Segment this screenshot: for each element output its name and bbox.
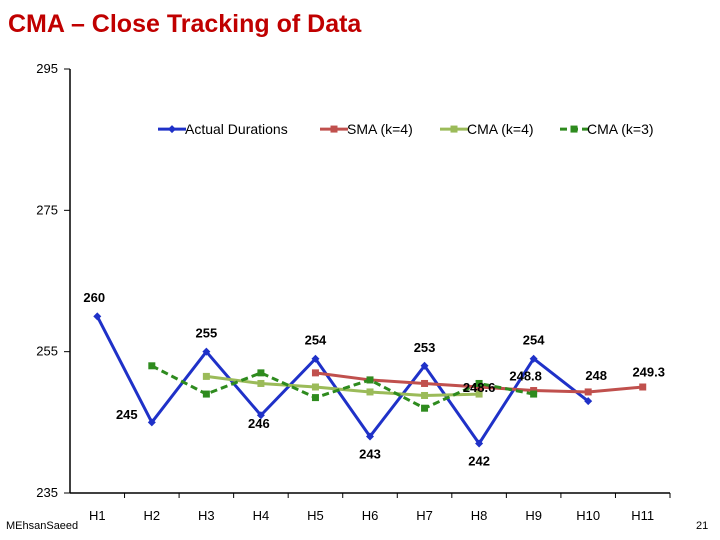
data-label: 245 — [116, 407, 138, 422]
series-point — [366, 376, 374, 384]
y-tick-label: 235 — [36, 485, 58, 500]
series-point — [421, 391, 429, 399]
x-tick-label: H6 — [362, 508, 379, 523]
series-point — [420, 361, 429, 370]
legend-entry: CMA (k=3) — [560, 121, 654, 137]
chart-axes: 235 255 275 295 H1 H2 H3 H4 H5 H6 H7 H8 H9 H10 H11 — [36, 61, 671, 523]
x-tick-label: H8 — [471, 508, 488, 523]
series-point — [93, 312, 102, 321]
page-number: 21 — [696, 520, 709, 532]
series-point — [311, 383, 319, 391]
data-label: 255 — [196, 326, 218, 341]
data-label: 249.3 — [632, 364, 665, 379]
legend-label: SMA (k=4) — [347, 121, 413, 137]
x-tick-label: H1 — [89, 508, 106, 523]
data-label: 248 — [585, 368, 607, 383]
series-point — [202, 347, 211, 356]
series-point — [639, 383, 647, 391]
series-point — [421, 404, 429, 412]
legend-marker — [450, 125, 458, 133]
series-0 — [93, 312, 593, 448]
y-tick-label: 275 — [36, 202, 58, 217]
data-label: 243 — [359, 446, 381, 461]
data-label: 248.8 — [509, 369, 542, 384]
chart-series — [93, 312, 647, 448]
series-point — [257, 379, 265, 387]
legend-entry: CMA (k=4) — [440, 121, 534, 137]
author-credit: MEhsanSaeed — [6, 520, 79, 532]
series-point — [584, 397, 593, 406]
legend-marker — [168, 125, 176, 134]
y-tick-label: 255 — [36, 344, 58, 359]
x-tick-label: H5 — [307, 508, 324, 523]
series-point — [366, 388, 374, 396]
data-label: 248.6 — [463, 380, 496, 395]
legend-entry: SMA (k=4) — [320, 121, 413, 137]
legend-label: CMA (k=3) — [587, 121, 654, 137]
y-tick-label: 295 — [36, 61, 58, 76]
series-point — [311, 369, 319, 377]
series-line — [151, 364, 534, 410]
data-label: 254 — [305, 333, 327, 348]
legend-marker — [570, 125, 578, 133]
series-point — [148, 362, 156, 370]
x-tick-label: H4 — [253, 508, 270, 523]
slide-title: CMA – Close Tracking of Data — [8, 10, 362, 38]
series-point — [475, 439, 484, 448]
x-tick-label: H7 — [416, 508, 433, 523]
series-point — [147, 418, 156, 427]
series-point — [202, 390, 210, 398]
series-point — [311, 354, 320, 363]
data-label: 246 — [248, 416, 270, 431]
series-point — [475, 390, 483, 398]
series-line — [206, 374, 480, 397]
x-tick-label: H10 — [576, 508, 600, 523]
series-point — [475, 383, 483, 391]
series-point — [475, 379, 483, 387]
series-3 — [148, 362, 538, 412]
legend-marker — [330, 125, 338, 133]
data-label: 260 — [83, 290, 105, 305]
series-point — [584, 388, 592, 396]
series-point — [256, 411, 265, 420]
series-point — [529, 354, 538, 363]
x-tick-label: H11 — [631, 508, 654, 523]
legend-label: Actual Durations — [185, 121, 288, 137]
chart-legend: Actual Durations SMA (k=4) CMA (k=4) CMA (k… — [158, 121, 654, 137]
legend-entry: Actual Durations — [158, 121, 288, 137]
series-point — [366, 432, 374, 441]
data-label: 253 — [414, 340, 436, 355]
legend-label: CMA (k=4) — [467, 121, 534, 137]
data-label: 254 — [523, 333, 545, 348]
series-point — [202, 372, 210, 380]
series-point — [530, 390, 538, 398]
x-tick-label: H9 — [525, 508, 542, 523]
data-label: 242 — [468, 454, 490, 469]
series-point — [421, 379, 429, 387]
series-point — [257, 369, 265, 377]
series-line — [95, 315, 590, 446]
series-point — [311, 394, 319, 402]
x-tick-label: H2 — [144, 508, 161, 523]
series-point — [530, 387, 538, 395]
series-2 — [202, 372, 483, 399]
chart-data-labels: 260 245 255 246 254 243 253 248.6 242 254 248.8 248… — [83, 290, 665, 468]
x-tick-label: H3 — [198, 508, 215, 523]
